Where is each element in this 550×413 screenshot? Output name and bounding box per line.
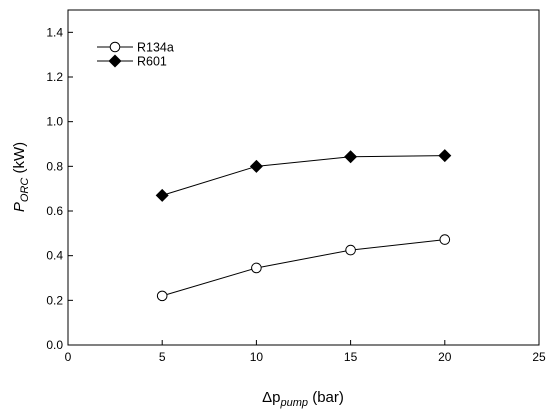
y-tick-label: 0.0 [46, 338, 63, 352]
x-axis-title: Δppump (bar) [262, 389, 344, 409]
data-point-r134a [156, 290, 168, 302]
y-tick-label: 1.0 [46, 115, 63, 129]
legend-label-r601: R601 [137, 55, 167, 69]
data-point-r134a [345, 244, 356, 256]
legend-marker-r601 [108, 54, 122, 68]
y-axis-title-sub: ORC [19, 178, 31, 203]
y-axis-title-unit: (kW) [11, 142, 28, 178]
y-axis-title-main: P [11, 202, 28, 212]
y-axis-title: PORC (kW) [11, 142, 31, 212]
data-point-r601 [438, 149, 452, 163]
y-tick-label: 1.4 [46, 25, 63, 39]
legend-marker-r134a [109, 41, 121, 53]
ticks: 0 5 10 15 20 25 0.0 0.2 0.4 0.6 0.8 1.0 1.2 1.4 [46, 25, 546, 364]
legend-label-r134a: R134a [137, 41, 174, 55]
data-point-r601 [155, 188, 169, 202]
x-tick-label: 25 [532, 350, 546, 364]
x-tick-label: 15 [344, 350, 358, 364]
y-tick-label: 0.8 [46, 159, 63, 173]
series-layer [155, 149, 452, 302]
data-point-r134a [439, 234, 451, 245]
x-tick-label: 0 [65, 350, 72, 364]
data-point-r134a [251, 262, 262, 274]
y-tick-label: 0.2 [46, 293, 63, 307]
y-tick-label: 0.6 [46, 204, 63, 218]
x-tick-label: 20 [438, 350, 452, 364]
x-tick-label: 10 [250, 350, 264, 364]
x-tick-label: 5 [159, 350, 166, 364]
x-axis-title-sub: pump [280, 397, 309, 409]
plot-frame [67, 9, 540, 346]
x-axis-title-unit: (bar) [308, 389, 344, 406]
data-point-r601 [249, 159, 263, 173]
series-line-r134a [162, 239, 445, 297]
x-axis-title-main: Δp [262, 389, 280, 406]
y-tick-label: 1.2 [46, 70, 63, 84]
data-point-r601 [344, 150, 358, 164]
series-line-r601 [162, 155, 445, 196]
y-tick-label: 0.4 [46, 249, 63, 263]
